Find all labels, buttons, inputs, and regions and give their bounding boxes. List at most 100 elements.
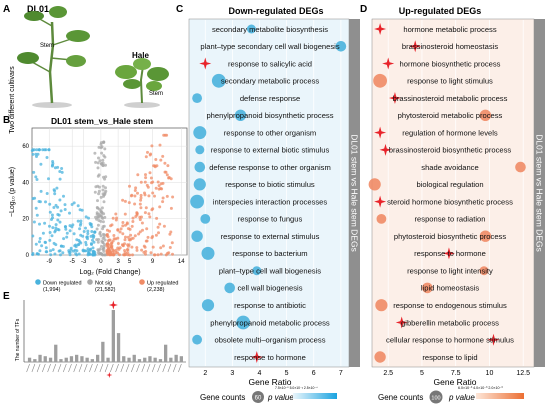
volcano-point-up xyxy=(133,189,137,192)
up-degs-term-dot xyxy=(374,351,386,363)
volcano-point-up xyxy=(121,243,125,247)
volcano-point-up xyxy=(161,181,165,185)
volcano-point-down xyxy=(90,243,93,246)
volcano-x-tick-label: 14 xyxy=(178,259,185,265)
volcano-point-notsig xyxy=(98,230,102,234)
up-degs-term-label: hormone biosynthetic process xyxy=(400,59,501,68)
volcano-point-up xyxy=(121,224,125,228)
volcano-point-up xyxy=(140,215,143,219)
volcano-point-down xyxy=(49,253,53,257)
volcano-point-up xyxy=(106,235,110,239)
volcano-point-down xyxy=(45,156,49,159)
volcano-point-down xyxy=(86,232,90,236)
up-degs-term-label: biological regulation xyxy=(416,180,483,189)
down-color-legend-bar xyxy=(293,393,337,399)
down-size-legend-label: Gene counts xyxy=(200,393,245,402)
volcano-point-notsig xyxy=(102,200,106,204)
volcano-point-down xyxy=(53,252,57,256)
up-size-legend-label: Gene counts xyxy=(378,393,423,402)
volcano-point-notsig xyxy=(103,243,106,246)
down-degs-x-ticks: 2 3 4 5 6 7 xyxy=(203,370,343,377)
volcano-point-down xyxy=(53,189,57,193)
tf-category-tick xyxy=(83,363,88,373)
volcano-point-down xyxy=(52,206,56,209)
volcano-point-down xyxy=(56,165,60,169)
volcano-x-ticks: -9 -5 -3 0 3 5 9 14 xyxy=(47,259,186,265)
tf-category-tick xyxy=(78,363,83,373)
volcano-x-tick-label: 9 xyxy=(151,259,155,265)
volcano-point-up xyxy=(144,155,148,159)
up-degs-term-star xyxy=(382,57,395,70)
volcano-point-up xyxy=(130,224,134,228)
down-degs-term-label: response to hormone xyxy=(234,353,306,362)
down-degs-term-label: interspecies interaction processes xyxy=(213,197,328,206)
tf-highlight-star xyxy=(108,300,118,310)
up-degs-side-strip xyxy=(534,19,545,367)
volcano-legend: Down regulated(1,994) Not sig(21,582) Up r… xyxy=(35,279,179,293)
down-degs-terms: secondary metabolite biosynthesis plant–t… xyxy=(190,24,347,363)
down-degs-term-dot xyxy=(193,178,206,191)
down-degs-term-label: response to fungus xyxy=(238,215,303,224)
volcano-point-down xyxy=(38,240,41,244)
volcano-point-notsig xyxy=(104,189,108,193)
down-degs-x-tick-label: 6 xyxy=(312,370,316,377)
volcano-point-down xyxy=(90,225,94,229)
volcano-point-up xyxy=(162,224,166,228)
volcano-point-down xyxy=(91,250,95,253)
volcano-point-up xyxy=(129,233,133,237)
volcano-point-up xyxy=(121,198,125,202)
volcano-point-down xyxy=(51,160,55,163)
volcano-point-up xyxy=(131,220,135,223)
volcano-point-down xyxy=(48,238,52,242)
volcano-point-up xyxy=(169,230,173,234)
volcano-point-up xyxy=(168,246,172,249)
up-degs-x-axis-label: Gene Ratio xyxy=(434,377,477,387)
volcano-point-down xyxy=(60,167,64,170)
up-degs-term-star xyxy=(395,316,408,329)
down-degs-term-label: defense response xyxy=(240,94,300,103)
volcano-point-down xyxy=(76,204,80,208)
volcano-point-notsig xyxy=(97,145,101,149)
volcano-legend-count: (21,582) xyxy=(95,287,116,293)
down-degs-term-dot xyxy=(234,109,247,122)
volcano-x-tick-label: 5 xyxy=(128,259,132,265)
tf-highlight-tick-star xyxy=(106,372,113,378)
down-degs-term-label: secondary metabolic process xyxy=(221,77,320,86)
volcano-point-down xyxy=(32,170,36,174)
tf-category-tick xyxy=(141,363,146,373)
down-degs-x-tick-label: 5 xyxy=(285,370,289,377)
volcano-point-up xyxy=(148,153,152,157)
down-degs-term-label: response to biotic stimulus xyxy=(225,180,315,189)
tf-category-tick xyxy=(31,363,36,373)
volcano-point-notsig xyxy=(103,215,107,219)
volcano-legend-label: Not sig xyxy=(95,281,112,287)
volcano-point-notsig xyxy=(100,215,104,219)
volcano-point-up xyxy=(129,237,133,241)
volcano-point-down xyxy=(57,249,61,253)
up-degs-term-label: shade avoidance xyxy=(421,163,478,172)
volcano-point-up xyxy=(135,246,139,250)
volcano-point-down xyxy=(76,219,80,223)
volcano-point-notsig xyxy=(103,177,107,181)
tf-bars xyxy=(27,300,183,362)
volcano-point-notsig xyxy=(93,151,97,155)
volcano-point-down xyxy=(53,192,57,196)
volcano-point-down xyxy=(39,162,43,166)
volcano-point-up xyxy=(115,216,119,220)
volcano-point-up xyxy=(159,158,163,162)
volcano-point-down xyxy=(69,246,73,250)
volcano-point-down xyxy=(58,170,62,173)
volcano-point-up xyxy=(130,245,134,249)
volcano-point-down xyxy=(72,249,75,253)
volcano-y-axis-label: −Log₁₀ (p value) xyxy=(9,167,16,217)
volcano-point-up xyxy=(163,133,167,137)
volcano-point-notsig xyxy=(104,163,107,167)
volcano-point-notsig xyxy=(94,160,98,164)
volcano-point-up xyxy=(121,232,125,236)
down-color-legend-ticks: 7.5×10⁻⁵ 5.0×10⁻² 2.5×10⁻⁴ xyxy=(275,386,318,390)
tf-bar xyxy=(38,354,42,362)
volcano-point-up xyxy=(123,238,127,242)
down-degs-term-label: response to external biotic stimulus xyxy=(211,146,330,155)
volcano-point-down xyxy=(50,213,54,217)
